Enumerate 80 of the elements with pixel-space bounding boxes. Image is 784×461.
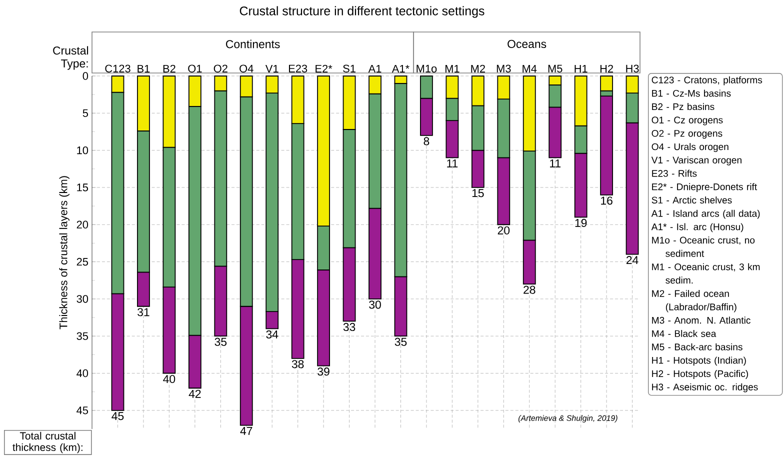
total-label: 20 <box>498 226 510 234</box>
x-tick-label: B1 <box>138 64 150 72</box>
text: M2 - Failed ocean (Labrador/Baffin) <box>652 290 736 312</box>
x-tick-label: M5 <box>548 64 562 72</box>
x-tick-label: M4 <box>522 64 537 72</box>
x-tick-label: E2* <box>316 64 332 72</box>
text: M5 - Back-arc basins <box>652 343 742 350</box>
text: Crustal Type: <box>53 46 88 70</box>
x-tick-label: B2 <box>163 64 176 72</box>
text: V1 - Variscan orogen <box>651 156 742 166</box>
text: H1 - Hotspots (Indian) <box>652 356 746 366</box>
total-label: 19 <box>575 218 587 227</box>
text: M1 - Oceanic crust, 3 km sedim. <box>652 263 760 284</box>
text: O2 - Pz orogens <box>652 130 722 139</box>
total-label: 33 <box>343 322 356 332</box>
y-tick-label: 0 <box>82 72 88 80</box>
y-tick-label: 40 <box>76 369 88 378</box>
total-label: 45 <box>112 412 124 420</box>
total-label: 47 <box>240 426 252 435</box>
y-tick-label: 10 <box>77 146 88 154</box>
text: Continents <box>226 40 280 48</box>
x-tick-label: O2 <box>214 64 228 72</box>
text: M3 - Anom. N. Atlantic <box>652 316 750 324</box>
text: O1 - Cz orogens <box>652 116 723 126</box>
text: H3 - Aseismic oc. ridges <box>652 383 758 392</box>
total-label: 40 <box>163 374 176 384</box>
total-label: 42 <box>188 390 201 398</box>
y-tick-label: 5 <box>82 109 88 117</box>
y-tick-label: 35 <box>76 332 88 340</box>
x-tick-label: A1* <box>392 64 410 72</box>
text: E23 - Rifts <box>652 170 697 177</box>
x-tick-label: M2 <box>471 64 485 72</box>
x-tick-label: H3 <box>626 64 639 72</box>
x-tick-label: M3 <box>496 64 511 72</box>
text: Oceans <box>508 40 546 48</box>
total-label: 34 <box>266 330 278 338</box>
x-tick-label: A1 <box>368 64 382 72</box>
total-label: 15 <box>472 189 484 198</box>
text: B2 - Pz basins <box>652 103 714 110</box>
text: M1o - Oceanic crust, no sediment <box>652 236 755 257</box>
y-tick-label: 45 <box>76 406 88 414</box>
total-label: 38 <box>292 360 304 368</box>
bar <box>600 96 614 196</box>
y-tick-label: 20 <box>76 220 88 229</box>
x-tick-label: O4 <box>240 64 254 72</box>
text: B1 - Cz-Ms basins <box>652 90 731 97</box>
text: A1 - Island arcs (all data) <box>651 210 760 219</box>
total-label: 39 <box>318 368 330 376</box>
x-tick-label: E23 <box>288 64 308 72</box>
text: H2 - Hotspots (Pacific) <box>652 370 748 379</box>
y-tick-label: 15 <box>77 184 88 192</box>
text: S1 - Arctic shelves <box>652 196 732 204</box>
y-tick-label: 25 <box>76 258 88 266</box>
text: Total crustal thickness (km): <box>12 432 82 454</box>
total-label: 30 <box>369 300 381 309</box>
y-tick-label: 30 <box>76 295 88 303</box>
x-tick-label: S1 <box>343 64 356 72</box>
total-label: 31 <box>138 308 150 316</box>
total-label: 28 <box>524 286 536 294</box>
x-tick-label: M1 <box>445 64 460 72</box>
chart-title: Crustal structure in different tectonic settings <box>240 6 484 18</box>
text: E2* - Dniepre-Donets rift <box>652 183 758 192</box>
y-axis-title: Thickness of crustal layers (km) <box>59 176 70 330</box>
x-tick-label: M1o <box>416 64 437 72</box>
total-label: 35 <box>394 338 407 346</box>
x-tick-label: H1 <box>574 64 588 72</box>
x-tick-label: H2 <box>600 64 614 72</box>
x-tick-label: V1 <box>265 64 278 72</box>
text: O4 - Urals orogen <box>652 143 728 152</box>
total-label: 11 <box>447 159 458 168</box>
total-label: 24 <box>626 256 638 264</box>
x-tick-label: C123 <box>105 64 130 72</box>
total-label: 8 <box>424 137 430 146</box>
x-tick-label: O1 <box>188 64 202 72</box>
text: C123 - Cratons, platforms <box>652 76 762 86</box>
total-label: 11 <box>550 159 560 168</box>
total-label: 16 <box>601 196 612 205</box>
text: M4 - Black sea <box>652 330 716 338</box>
total-label: 35 <box>214 338 227 346</box>
text: A1* - Isl. arc (Honsu) <box>651 223 744 232</box>
